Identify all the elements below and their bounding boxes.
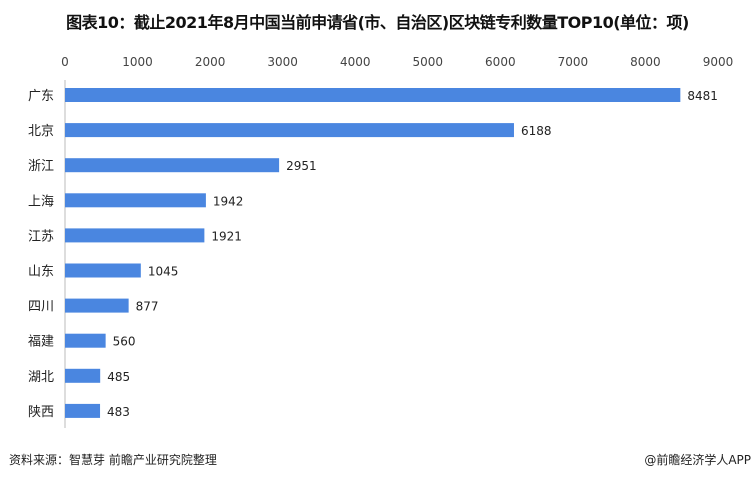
x-tick-label: 8000 bbox=[630, 55, 661, 69]
bar bbox=[65, 333, 106, 348]
chart-title: 图表10：截止2021年8月中国当前申请省(市、自治区)区块链专利数量TOP10… bbox=[66, 13, 689, 32]
category-label: 四川 bbox=[28, 300, 54, 315]
bar bbox=[65, 193, 206, 208]
data-label: 1942 bbox=[213, 194, 244, 208]
category-label: 江苏 bbox=[28, 228, 54, 244]
category-label: 北京 bbox=[28, 124, 54, 139]
bar bbox=[65, 298, 129, 313]
data-label: 560 bbox=[113, 335, 136, 349]
data-label: 2951 bbox=[286, 159, 317, 173]
bar bbox=[65, 88, 681, 102]
x-tick-label: 6000 bbox=[485, 55, 516, 69]
data-label: 485 bbox=[107, 370, 130, 384]
category-label: 陕西 bbox=[28, 405, 54, 420]
bar bbox=[65, 368, 101, 383]
category-label: 湖北 bbox=[28, 370, 54, 385]
bar bbox=[65, 123, 514, 138]
bar bbox=[65, 403, 101, 418]
source-note: 资料来源：智慧芽 前瞻产业研究院整理 bbox=[9, 453, 217, 467]
category-label: 上海 bbox=[28, 194, 54, 209]
category-label: 福建 bbox=[28, 335, 54, 350]
category-label: 浙江 bbox=[28, 159, 54, 174]
credit-note: @前瞻经济学人APP bbox=[644, 453, 751, 467]
data-label: 483 bbox=[107, 405, 130, 419]
data-label: 877 bbox=[136, 300, 159, 314]
data-label: 6188 bbox=[521, 124, 552, 138]
x-tick-label: 0 bbox=[61, 55, 69, 69]
x-tick-label: 5000 bbox=[413, 55, 444, 69]
bar bbox=[65, 263, 141, 278]
data-label: 8481 bbox=[687, 89, 718, 103]
bar bbox=[65, 228, 205, 243]
data-label: 1045 bbox=[148, 265, 179, 279]
bar bbox=[65, 158, 280, 173]
data-label: 1921 bbox=[211, 229, 242, 243]
x-tick-label: 2000 bbox=[195, 55, 226, 69]
x-tick-label: 3000 bbox=[267, 55, 298, 69]
category-label: 山东 bbox=[28, 265, 54, 280]
x-tick-label: 4000 bbox=[340, 55, 371, 69]
x-tick-label: 1000 bbox=[122, 55, 153, 69]
category-label: 广东 bbox=[28, 89, 54, 104]
x-tick-label: 9000 bbox=[703, 55, 734, 69]
x-tick-label: 7000 bbox=[558, 55, 589, 69]
